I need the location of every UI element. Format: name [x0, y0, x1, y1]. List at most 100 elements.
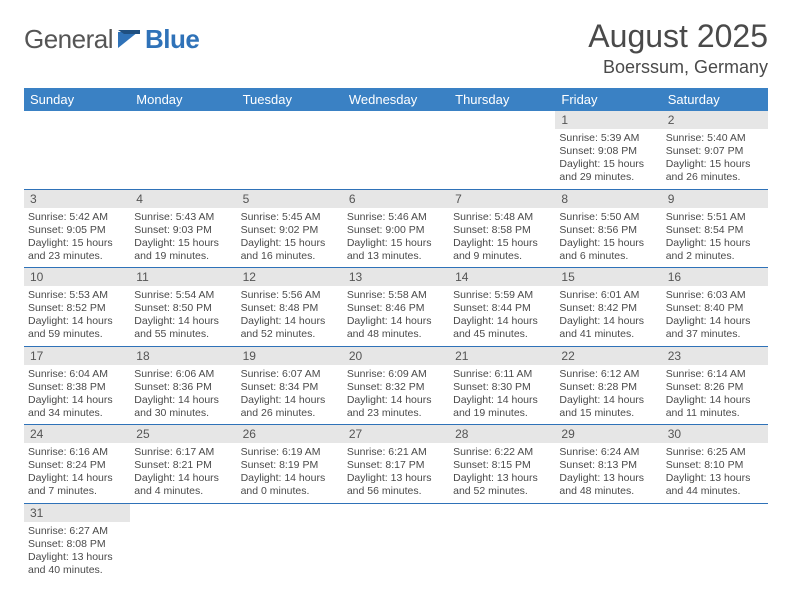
daylight-line: Daylight: 14 hours and 55 minutes. — [134, 315, 232, 341]
calendar-cell: 25Sunrise: 6:17 AMSunset: 8:21 PMDayligh… — [130, 425, 236, 504]
day-details: Sunrise: 6:22 AMSunset: 8:15 PMDaylight:… — [449, 443, 555, 503]
sunrise-line: Sunrise: 6:22 AM — [453, 446, 551, 459]
sunrise-line: Sunrise: 5:56 AM — [241, 289, 339, 302]
day-details: Sunrise: 6:27 AMSunset: 8:08 PMDaylight:… — [24, 522, 130, 582]
daylight-line: Daylight: 13 hours and 52 minutes. — [453, 472, 551, 498]
sunrise-line: Sunrise: 6:01 AM — [559, 289, 657, 302]
day-number: 5 — [237, 190, 343, 208]
sunrise-line: Sunrise: 6:07 AM — [241, 368, 339, 381]
col-tuesday: Tuesday — [237, 88, 343, 111]
day-number: 31 — [24, 504, 130, 522]
sunset-line: Sunset: 8:52 PM — [28, 302, 126, 315]
day-number: 27 — [343, 425, 449, 443]
calendar-cell: 4Sunrise: 5:43 AMSunset: 9:03 PMDaylight… — [130, 189, 236, 268]
sunset-line: Sunset: 8:44 PM — [453, 302, 551, 315]
day-number: 28 — [449, 425, 555, 443]
day-number: 11 — [130, 268, 236, 286]
col-monday: Monday — [130, 88, 236, 111]
daylight-line: Daylight: 15 hours and 23 minutes. — [28, 237, 126, 263]
sunrise-line: Sunrise: 5:54 AM — [134, 289, 232, 302]
sunset-line: Sunset: 8:17 PM — [347, 459, 445, 472]
daylight-line: Daylight: 14 hours and 48 minutes. — [347, 315, 445, 341]
day-details: Sunrise: 5:59 AMSunset: 8:44 PMDaylight:… — [449, 286, 555, 346]
calendar-cell: 5Sunrise: 5:45 AMSunset: 9:02 PMDaylight… — [237, 189, 343, 268]
calendar-cell — [449, 111, 555, 189]
day-details: Sunrise: 5:45 AMSunset: 9:02 PMDaylight:… — [237, 208, 343, 268]
day-details: Sunrise: 6:24 AMSunset: 8:13 PMDaylight:… — [555, 443, 661, 503]
sunset-line: Sunset: 9:07 PM — [666, 145, 764, 158]
sunset-line: Sunset: 8:19 PM — [241, 459, 339, 472]
calendar-cell: 3Sunrise: 5:42 AMSunset: 9:05 PMDaylight… — [24, 189, 130, 268]
daylight-line: Daylight: 14 hours and 59 minutes. — [28, 315, 126, 341]
calendar-cell: 12Sunrise: 5:56 AMSunset: 8:48 PMDayligh… — [237, 268, 343, 347]
sunset-line: Sunset: 9:05 PM — [28, 224, 126, 237]
calendar-cell: 23Sunrise: 6:14 AMSunset: 8:26 PMDayligh… — [662, 346, 768, 425]
calendar-cell: 15Sunrise: 6:01 AMSunset: 8:42 PMDayligh… — [555, 268, 661, 347]
col-sunday: Sunday — [24, 88, 130, 111]
sunset-line: Sunset: 8:30 PM — [453, 381, 551, 394]
sunrise-line: Sunrise: 6:14 AM — [666, 368, 764, 381]
brand-part1: General — [24, 24, 113, 55]
sunrise-line: Sunrise: 5:43 AM — [134, 211, 232, 224]
day-number: 29 — [555, 425, 661, 443]
sunset-line: Sunset: 9:03 PM — [134, 224, 232, 237]
day-details: Sunrise: 6:12 AMSunset: 8:28 PMDaylight:… — [555, 365, 661, 425]
day-number: 1 — [555, 111, 661, 129]
day-number: 17 — [24, 347, 130, 365]
sunrise-line: Sunrise: 6:27 AM — [28, 525, 126, 538]
day-details: Sunrise: 5:43 AMSunset: 9:03 PMDaylight:… — [130, 208, 236, 268]
calendar-cell: 22Sunrise: 6:12 AMSunset: 8:28 PMDayligh… — [555, 346, 661, 425]
calendar-cell: 21Sunrise: 6:11 AMSunset: 8:30 PMDayligh… — [449, 346, 555, 425]
daylight-line: Daylight: 14 hours and 0 minutes. — [241, 472, 339, 498]
day-details: Sunrise: 6:11 AMSunset: 8:30 PMDaylight:… — [449, 365, 555, 425]
daylight-line: Daylight: 15 hours and 13 minutes. — [347, 237, 445, 263]
calendar-cell: 2Sunrise: 5:40 AMSunset: 9:07 PMDaylight… — [662, 111, 768, 189]
sunrise-line: Sunrise: 5:46 AM — [347, 211, 445, 224]
daylight-line: Daylight: 15 hours and 29 minutes. — [559, 158, 657, 184]
daylight-line: Daylight: 14 hours and 26 minutes. — [241, 394, 339, 420]
day-details: Sunrise: 6:04 AMSunset: 8:38 PMDaylight:… — [24, 365, 130, 425]
day-details: Sunrise: 6:19 AMSunset: 8:19 PMDaylight:… — [237, 443, 343, 503]
calendar-cell: 8Sunrise: 5:50 AMSunset: 8:56 PMDaylight… — [555, 189, 661, 268]
sunset-line: Sunset: 8:28 PM — [559, 381, 657, 394]
daylight-line: Daylight: 14 hours and 4 minutes. — [134, 472, 232, 498]
sunset-line: Sunset: 8:56 PM — [559, 224, 657, 237]
calendar-cell — [237, 503, 343, 581]
col-wednesday: Wednesday — [343, 88, 449, 111]
day-number: 15 — [555, 268, 661, 286]
title-block: August 2025 Boerssum, Germany — [588, 18, 768, 78]
sunset-line: Sunset: 8:08 PM — [28, 538, 126, 551]
brand-logo: General Blue — [24, 24, 199, 55]
sunset-line: Sunset: 8:36 PM — [134, 381, 232, 394]
sunset-line: Sunset: 8:58 PM — [453, 224, 551, 237]
day-number: 23 — [662, 347, 768, 365]
day-number: 2 — [662, 111, 768, 129]
sunrise-line: Sunrise: 6:25 AM — [666, 446, 764, 459]
day-details: Sunrise: 6:01 AMSunset: 8:42 PMDaylight:… — [555, 286, 661, 346]
calendar-cell — [24, 111, 130, 189]
calendar-row: 3Sunrise: 5:42 AMSunset: 9:05 PMDaylight… — [24, 189, 768, 268]
sunset-line: Sunset: 8:24 PM — [28, 459, 126, 472]
day-number: 6 — [343, 190, 449, 208]
day-details: Sunrise: 5:48 AMSunset: 8:58 PMDaylight:… — [449, 208, 555, 268]
sunset-line: Sunset: 8:26 PM — [666, 381, 764, 394]
day-number: 25 — [130, 425, 236, 443]
calendar-cell — [237, 111, 343, 189]
sunset-line: Sunset: 8:48 PM — [241, 302, 339, 315]
daylight-line: Daylight: 13 hours and 40 minutes. — [28, 551, 126, 577]
calendar-cell: 9Sunrise: 5:51 AMSunset: 8:54 PMDaylight… — [662, 189, 768, 268]
sunset-line: Sunset: 8:32 PM — [347, 381, 445, 394]
day-number: 13 — [343, 268, 449, 286]
col-thursday: Thursday — [449, 88, 555, 111]
sunset-line: Sunset: 8:38 PM — [28, 381, 126, 394]
day-number: 9 — [662, 190, 768, 208]
sunset-line: Sunset: 9:00 PM — [347, 224, 445, 237]
day-details: Sunrise: 6:25 AMSunset: 8:10 PMDaylight:… — [662, 443, 768, 503]
daylight-line: Daylight: 15 hours and 6 minutes. — [559, 237, 657, 263]
flag-icon — [115, 30, 144, 53]
day-details: Sunrise: 5:46 AMSunset: 9:00 PMDaylight:… — [343, 208, 449, 268]
sunrise-line: Sunrise: 6:19 AM — [241, 446, 339, 459]
daylight-line: Daylight: 14 hours and 37 minutes. — [666, 315, 764, 341]
day-details: Sunrise: 5:51 AMSunset: 8:54 PMDaylight:… — [662, 208, 768, 268]
daylight-line: Daylight: 14 hours and 7 minutes. — [28, 472, 126, 498]
